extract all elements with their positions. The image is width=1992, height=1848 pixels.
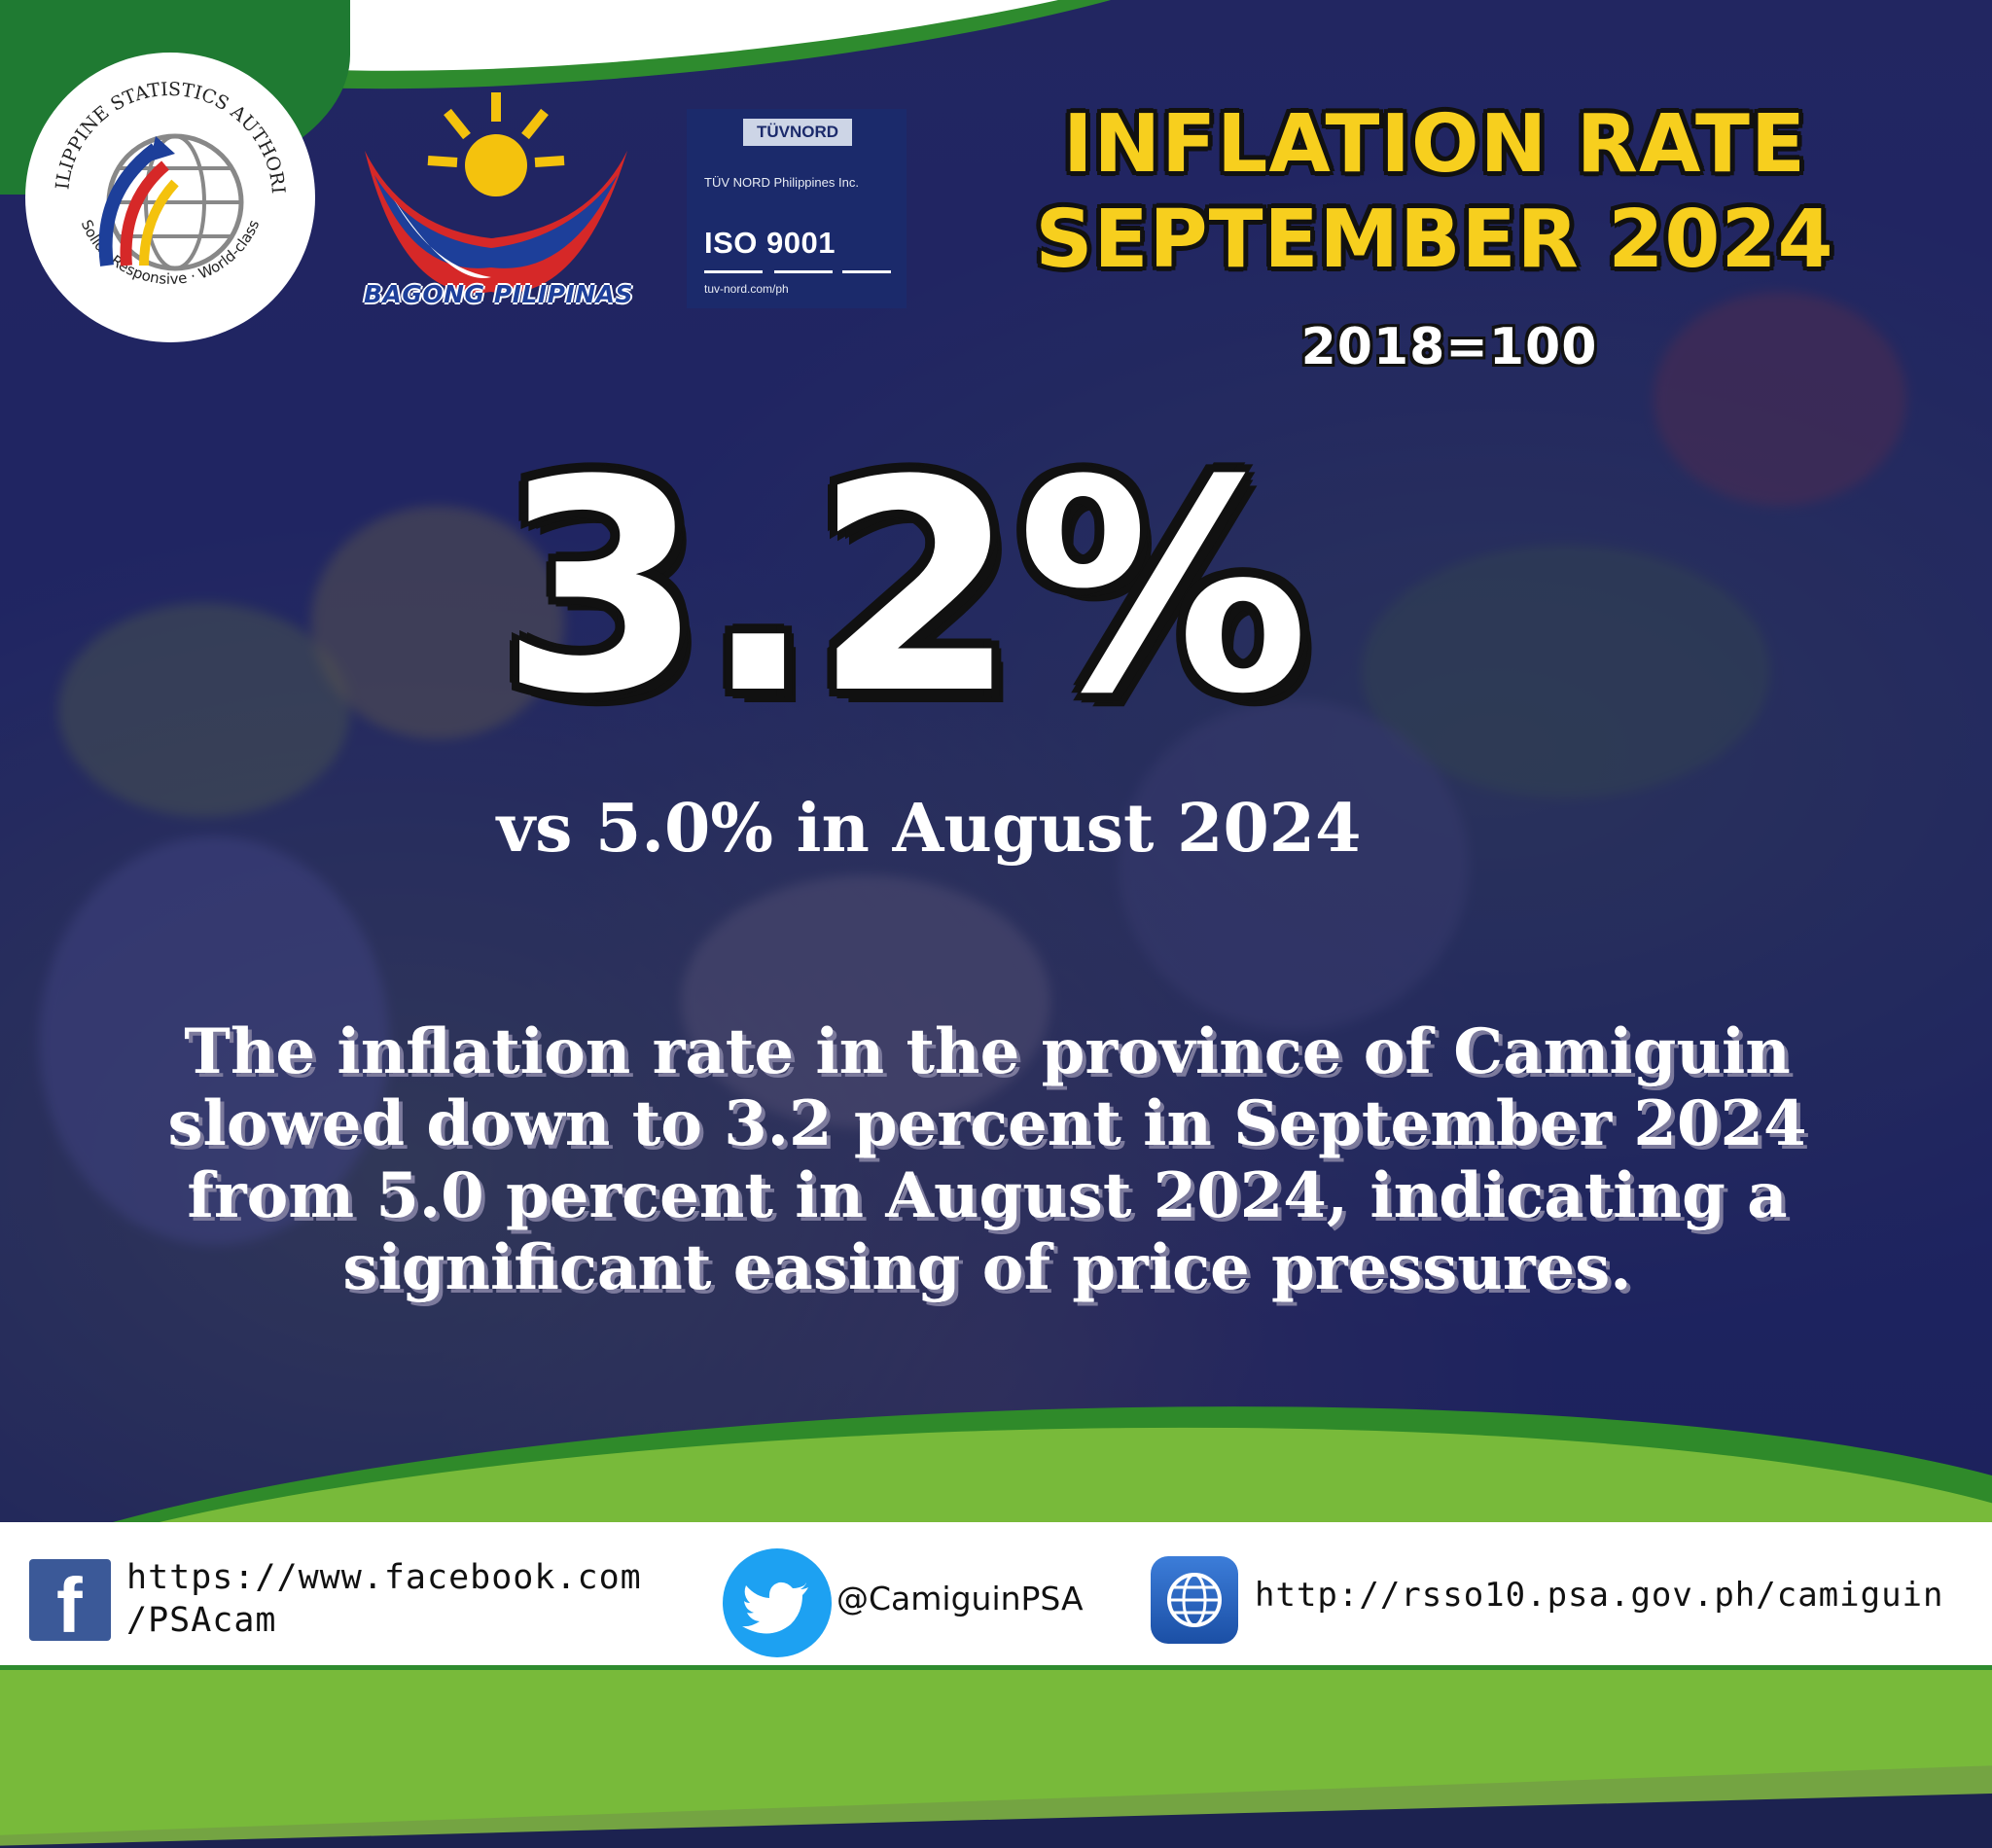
facebook-link-line-1: https://www.facebook.com	[126, 1558, 642, 1597]
globe-icon[interactable]	[1151, 1556, 1238, 1644]
twitter-icon[interactable]	[723, 1548, 832, 1657]
inflation-rate-value: 3.2%	[499, 418, 1310, 758]
tuv-company: TÜV NORD Philippines Inc.	[704, 175, 859, 190]
title-line-1: INFLATION RATE	[1062, 98, 1806, 191]
footer-bar	[0, 1522, 1992, 1670]
tuv-url: tuv-nord.com/ph	[704, 282, 789, 296]
psa-logo: PHILIPPINE STATISTICS AUTHORITY Solid · …	[21, 40, 311, 338]
bagong-pilipinas-label: BAGONG PILIPINAS	[363, 280, 634, 308]
website-link[interactable]: http://rsso10.psa.gov.ph/camiguin	[1255, 1576, 1944, 1615]
tint-overlay	[0, 0, 1992, 1670]
tuv-nord-iso-badge: TÜVNORD TÜV NORD Philippines Inc. ISO 90…	[687, 109, 907, 308]
description-text: The inflation rate in the province of Ca…	[167, 1015, 1807, 1304]
twitter-handle[interactable]: @CamiguinPSA	[836, 1580, 1084, 1617]
base-year: 2018=100	[1300, 318, 1598, 376]
page-title: INFLATION RATE SEPTEMBER 2024	[958, 97, 1911, 288]
facebook-link-line-2: /PSAcam	[126, 1601, 277, 1640]
bagong-pilipinas-emblem-icon	[365, 92, 627, 294]
divider	[704, 270, 763, 273]
tuv-brand: TÜVNORD	[743, 119, 852, 146]
title-line-2: SEPTEMBER 2024	[1035, 194, 1834, 286]
psa-seal-icon: PHILIPPINE STATISTICS AUTHORITY Solid · …	[21, 40, 306, 334]
iso-label: ISO 9001	[704, 226, 836, 260]
divider	[842, 270, 891, 273]
comparison-text: vs 5.0% in August 2024	[496, 790, 1362, 868]
divider	[774, 270, 833, 273]
facebook-link[interactable]: https://www.facebook.com /PSAcam	[126, 1556, 642, 1642]
footer-line	[0, 1665, 1992, 1670]
facebook-icon[interactable]: f	[29, 1559, 111, 1647]
